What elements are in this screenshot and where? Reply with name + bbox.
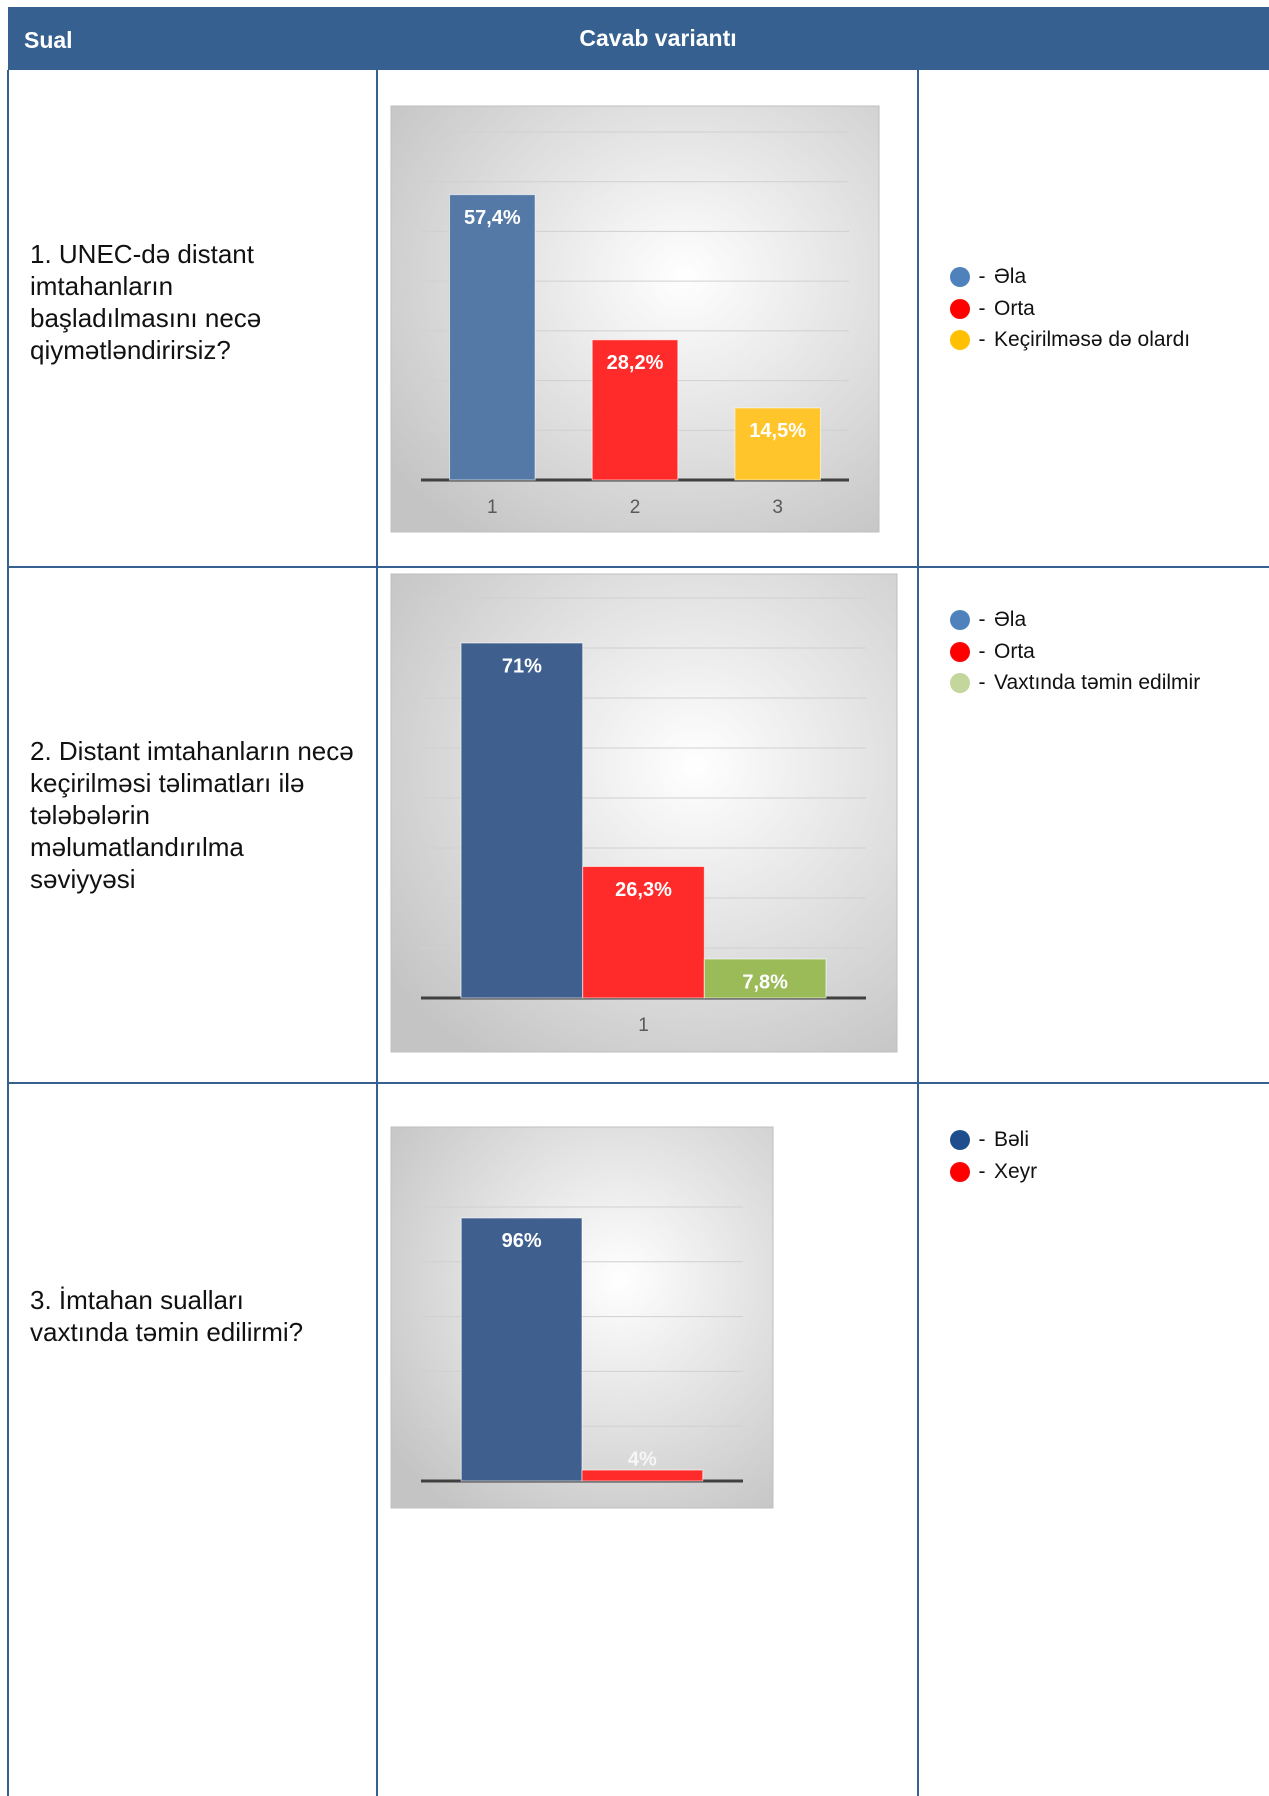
legend-swatch	[950, 641, 970, 662]
data-label: 7,8%	[742, 971, 788, 993]
legend-dash: -	[978, 296, 986, 320]
legend-label: Bəli	[994, 1128, 1030, 1151]
bar	[703, 958, 827, 999]
question: 2. Distant imtahanların necə keçirilməsi…	[30, 736, 354, 894]
legend-dash: -	[978, 1159, 986, 1183]
header-row	[8, 7, 1269, 70]
question: 1. UNEC-də distant imtahanların başladıl…	[30, 239, 262, 365]
legend-item: - Orta	[950, 639, 1239, 665]
bar	[581, 1469, 704, 1482]
legend-item: - Keçirilməsə də olardı	[950, 327, 1239, 353]
legend-label: Xeyr	[994, 1159, 1038, 1183]
legend-swatch	[950, 267, 970, 287]
table-borders	[7, 70, 1269, 1796]
data-label: 4%	[628, 1448, 657, 1470]
legend-label: Orta	[994, 639, 1035, 663]
legend-swatch	[950, 1130, 970, 1150]
legend-swatch	[950, 673, 970, 693]
legend-dash: -	[978, 328, 986, 351]
data-label: 28,2%	[607, 352, 664, 374]
x-tick-label: 2	[630, 497, 641, 518]
legend-swatch	[950, 298, 970, 319]
bar	[591, 339, 679, 481]
legend-item: - Vaxtında təmin edilmir	[950, 670, 1239, 696]
legend-swatch	[950, 1161, 970, 1182]
data-label: 96%	[502, 1230, 542, 1252]
bar	[582, 866, 705, 999]
legend-label: Əla	[994, 608, 1027, 631]
bar	[460, 1217, 583, 1482]
x-tick-label: 1	[638, 1015, 649, 1036]
data-label: 71%	[502, 655, 542, 677]
legend-swatch	[950, 330, 970, 350]
bar	[460, 642, 584, 999]
legend-label: Əla	[994, 265, 1027, 288]
legend-dash: -	[978, 608, 986, 631]
legend-dash: -	[978, 265, 986, 288]
legend-label: Vaxtında təmin edilmir	[994, 671, 1201, 694]
legend-dash: -	[978, 671, 986, 694]
x-tick-label: 1	[487, 497, 498, 518]
legend-dash: -	[978, 639, 986, 663]
question: 3. İmtahan sualları vaxtında təmin edili…	[30, 1285, 304, 1347]
header-col2: Cavab variantı	[579, 25, 736, 51]
data-label: 57,4%	[464, 207, 521, 229]
legend-item: - Bəli	[950, 1127, 1239, 1153]
x-tick-label: 3	[772, 497, 783, 518]
legend-label: Keçirilməsə də olardı	[994, 328, 1191, 351]
data-label: 14,5%	[749, 420, 806, 442]
bar	[734, 407, 821, 481]
legend-item: - Əla	[950, 607, 1239, 633]
legend-item: - Orta	[950, 296, 1239, 322]
data-label: 26,3%	[615, 879, 672, 901]
legend-item: - Xeyr	[950, 1159, 1239, 1185]
legend-item: - Əla	[950, 264, 1239, 290]
header-col1: Sual	[24, 27, 73, 53]
legend-label: Orta	[994, 296, 1035, 320]
bar	[449, 194, 536, 481]
legend-swatch	[950, 610, 970, 630]
legend-dash: -	[978, 1128, 986, 1151]
